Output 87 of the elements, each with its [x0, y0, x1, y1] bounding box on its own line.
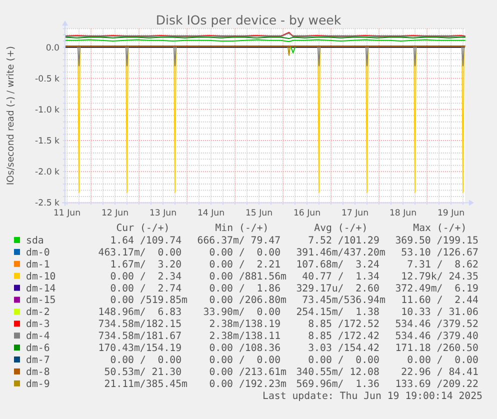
legend-label: dm-0 — [26, 247, 50, 258]
text: 734.58m/182.15 — [98, 319, 182, 330]
text: 1.67m/ 3.20 — [110, 259, 182, 270]
text: 0.00 / 0.00 — [407, 354, 479, 366]
legend-label: dm-9 — [26, 378, 50, 390]
text: 329.17u/ 2.60 — [296, 283, 380, 294]
legend-label: sda — [26, 235, 44, 246]
text: Min (-/+) — [215, 222, 269, 234]
y-tick-label: -2.5 k — [35, 198, 60, 209]
x-tick-label: 13 Jun — [149, 208, 177, 219]
text: 40.77 / 1.34 — [302, 271, 380, 282]
text: 1.64 /109.74 — [110, 235, 182, 246]
x-tick-label: 12 Jun — [101, 208, 129, 219]
text: 254.15m/ 1.38 — [296, 307, 380, 318]
legend-label: dm-1 — [26, 259, 50, 270]
text: 734.58m/181.67 — [98, 331, 182, 342]
text: 2.38m/138.11 — [209, 331, 281, 342]
text: 0.00 /519.85m — [110, 295, 188, 306]
legend-label: dm-6 — [26, 343, 50, 354]
text: 107.68m/ 3.24 — [296, 259, 380, 270]
legend-label: dm-10 — [26, 271, 56, 282]
x-tick-label: 15 Jun — [245, 208, 273, 219]
text: 0.00 / 1.86 — [209, 283, 281, 294]
x-tick-label: 18 Jun — [389, 208, 417, 219]
text: 50.53m/ 21.30 — [104, 366, 182, 378]
text: 170.43m/154.19 — [98, 343, 182, 354]
y-tick-label: -1.5 k — [35, 136, 60, 147]
text: 3.03 /154.42 — [308, 343, 380, 354]
legend-label: dm-15 — [26, 295, 56, 306]
text: Avg (-/+) — [314, 222, 368, 234]
x-tick-label: 17 Jun — [341, 208, 369, 219]
text: 0.00 / 0.00 — [209, 247, 281, 258]
x-tick-label: 11 Jun — [53, 208, 81, 219]
text: 0.00 / 0.00 — [209, 354, 281, 366]
text: 7.52 /101.29 — [308, 235, 380, 246]
text: 21.11m/385.45m — [104, 378, 188, 390]
y-tick-label: 0.0 — [46, 43, 60, 54]
text: 7.31 / 8.62 — [407, 259, 479, 270]
y-tick-label: -0.5 k — [35, 74, 60, 84]
text: 8.85 /172.52 — [308, 319, 380, 330]
text: 33.90m/ 0.00 — [203, 307, 281, 318]
text: 22.96 / 84.41 — [401, 366, 479, 378]
text: 340.55m/ 12.08 — [296, 366, 380, 378]
text: 171.18 /260.50 — [395, 343, 478, 354]
text: 53.10 /126.67 — [401, 247, 479, 258]
text: 0.00 /881.56m — [209, 271, 287, 282]
text: 369.50 /199.15 — [395, 235, 478, 246]
text: 0.00 /213.61m — [209, 366, 287, 378]
legend-label: dm-4 — [26, 331, 50, 342]
legend-label: dm-2 — [26, 307, 50, 318]
text: 73.45m/536.94m — [302, 295, 386, 306]
text: 11.60 / 2.44 — [401, 295, 479, 306]
text: Cur (-/+) — [116, 222, 170, 234]
text: Max (-/+) — [413, 222, 467, 234]
text: 2.38m/138.19 — [209, 319, 281, 330]
y-tick-label: -2.0 k — [35, 168, 60, 178]
text: 0.00 /108.36 — [209, 343, 281, 354]
x-tick-label: 19 Jun — [437, 208, 465, 219]
chart-title: Disk IOs per device - by week — [156, 12, 342, 28]
x-tick-label: 14 Jun — [197, 208, 225, 219]
text: 0.00 / 2.34 — [110, 271, 182, 282]
text: 534.46 /379.52 — [395, 319, 478, 330]
legend-label: dm-7 — [26, 354, 50, 366]
legend-label: dm-14 — [26, 283, 56, 294]
text: 0.00 / 2.21 — [209, 259, 281, 270]
text: 148.96m/ 6.83 — [98, 307, 182, 318]
text: 0.00 /206.80m — [209, 295, 287, 306]
text: 8.85 /172.42 — [308, 331, 380, 342]
text: 391.46m/437.20m — [296, 247, 386, 258]
text: 0.00 / 2.74 — [110, 283, 182, 294]
text: 534.46 /379.40 — [395, 331, 478, 342]
text: Last update: Thu Jun 19 19:00:14 2025 — [262, 391, 483, 402]
text: 10.33 / 31.06 — [401, 307, 479, 318]
legend-label: dm-8 — [26, 366, 50, 378]
legend-label: dm-3 — [26, 319, 50, 330]
text: 0.00 /192.23m — [209, 378, 287, 390]
y-axis-title: IOs/second read (-) / write (+) — [5, 46, 16, 186]
text: 12.79k/ 24.35 — [401, 271, 479, 282]
text: 0.00 / 0.00 — [110, 354, 182, 366]
text: 463.17m/ 0.00 — [98, 247, 182, 258]
text: 0.00 / 0.00 — [308, 354, 380, 366]
text: 372.49m/ 6.19 — [395, 283, 478, 294]
x-tick-label: 16 Jun — [293, 208, 321, 219]
text: 569.96m/ 1.36 — [296, 378, 380, 390]
text: 133.69 /209.22 — [395, 378, 478, 390]
text: 666.37m/ 79.47 — [197, 235, 281, 246]
y-tick-label: -1.0 k — [35, 105, 60, 116]
